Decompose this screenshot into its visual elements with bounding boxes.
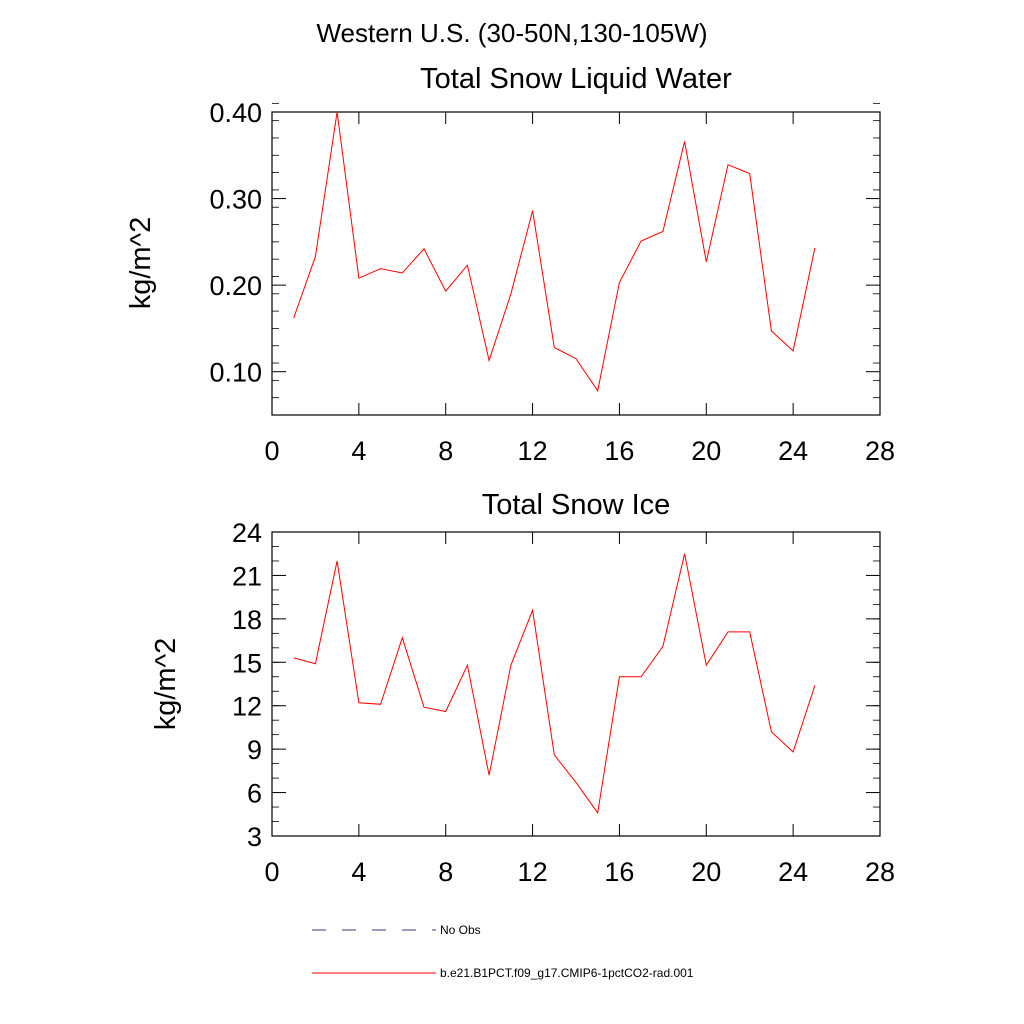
plot-frame — [271, 111, 881, 416]
figure-title: Western U.S. (30-50N,130-105W) — [316, 18, 707, 48]
x-tick-label: 12 — [518, 857, 548, 887]
y-tick-label: 6 — [247, 779, 262, 809]
x-tick-label: 8 — [438, 857, 453, 887]
legend-label-model-run: b.e21.B1PCT.f09_g17.CMIP6-1pctCO2-rad.00… — [440, 966, 694, 980]
x-tick-label: 0 — [264, 436, 279, 466]
y-tick-label: 9 — [247, 735, 262, 765]
y-tick-label: 0.20 — [209, 271, 262, 301]
x-tick-label: 16 — [604, 436, 634, 466]
y-tick-label: 0.30 — [209, 185, 262, 215]
x-tick-label: 4 — [351, 436, 366, 466]
x-tick-label: 20 — [691, 436, 721, 466]
series-line — [293, 553, 816, 815]
y-tick-label: 0.10 — [209, 358, 262, 388]
panel-title: Total Snow Ice — [482, 489, 671, 521]
y-tick-label: 15 — [232, 648, 262, 678]
x-tick-label: 24 — [778, 857, 808, 887]
y-tick-label: 3 — [247, 822, 262, 852]
x-tick-label: 28 — [865, 857, 895, 887]
x-tick-label: 20 — [691, 857, 721, 887]
panel-title: Total Snow Liquid Water — [420, 63, 732, 95]
x-tick-label: 28 — [865, 436, 895, 466]
y-tick-label: 18 — [232, 605, 262, 635]
y-axis-label: kg/m^2 — [150, 638, 182, 731]
series-line — [293, 111, 816, 393]
y-tick-label: 24 — [232, 518, 262, 548]
x-tick-label: 16 — [604, 857, 634, 887]
x-tick-label: 0 — [264, 857, 279, 887]
legend-label-no-obs: No Obs — [440, 923, 481, 937]
plot-frame — [271, 531, 881, 837]
y-tick-label: 12 — [232, 692, 262, 722]
x-tick-label: 24 — [778, 436, 808, 466]
y-tick-label: 21 — [232, 561, 262, 591]
y-tick-label: 0.40 — [209, 98, 262, 128]
panel-snow-liquid-water: Total Snow Liquid Water kg/m^2 0 4 8 12 16 20… — [125, 63, 895, 466]
legend: No Obs b.e21.B1PCT.f09_g17.CMIP6-1pctCO2… — [312, 923, 694, 980]
y-axis-label: kg/m^2 — [125, 217, 157, 310]
x-tick-label: 12 — [518, 436, 548, 466]
x-tick-label: 4 — [351, 857, 366, 887]
x-tick-label: 8 — [438, 436, 453, 466]
panel-snow-ice: Total Snow Ice kg/m^2 0 4 8 12 16 20 24 28 3 6 9 12… — [150, 489, 895, 887]
